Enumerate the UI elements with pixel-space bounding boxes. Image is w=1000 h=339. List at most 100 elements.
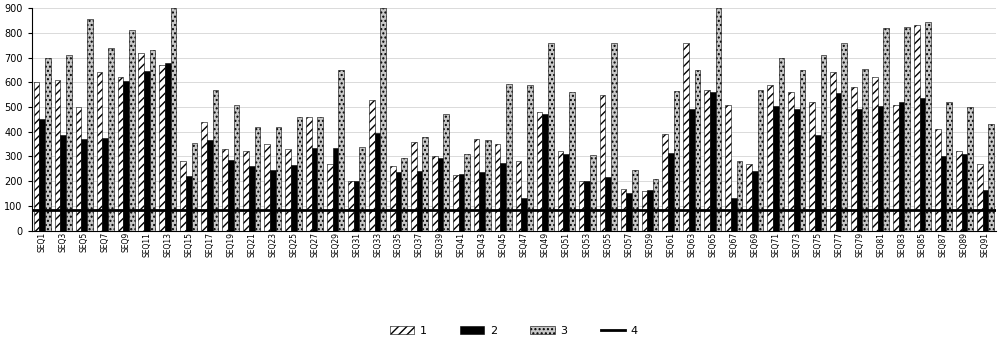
Bar xyxy=(983,190,988,231)
Bar xyxy=(201,122,207,231)
Bar xyxy=(213,90,218,231)
Bar xyxy=(773,106,779,231)
Bar xyxy=(779,58,784,231)
Legend: 1, 2, 3, 4: 1, 2, 3, 4 xyxy=(385,322,642,339)
Bar xyxy=(207,140,213,231)
Bar xyxy=(291,165,297,231)
Bar xyxy=(716,8,721,231)
Bar xyxy=(558,152,563,231)
Bar xyxy=(821,55,826,231)
Bar xyxy=(794,109,800,231)
Bar xyxy=(180,161,186,231)
Bar xyxy=(327,164,333,231)
Bar xyxy=(862,69,868,231)
Bar xyxy=(39,119,45,231)
Bar xyxy=(417,171,422,231)
Bar xyxy=(695,70,700,231)
Bar xyxy=(192,143,197,231)
Bar xyxy=(632,170,638,231)
Bar xyxy=(396,173,401,231)
Bar xyxy=(150,50,155,231)
Bar xyxy=(297,117,302,231)
Bar xyxy=(611,43,617,231)
Bar xyxy=(144,71,150,231)
Bar xyxy=(548,43,554,231)
Bar xyxy=(186,176,192,231)
Bar xyxy=(653,179,658,231)
Bar xyxy=(34,82,39,231)
Bar xyxy=(857,109,862,231)
Bar xyxy=(108,48,114,231)
Bar xyxy=(270,170,276,231)
Bar xyxy=(883,28,889,231)
Bar xyxy=(312,148,317,231)
Bar xyxy=(737,161,742,231)
Bar xyxy=(317,117,323,231)
Bar xyxy=(222,149,228,231)
Bar xyxy=(359,146,365,231)
Bar xyxy=(626,194,632,231)
Bar xyxy=(234,104,239,231)
Bar xyxy=(815,135,821,231)
Bar xyxy=(243,152,249,231)
Bar xyxy=(893,104,899,231)
Bar xyxy=(464,154,470,231)
Bar xyxy=(76,107,81,231)
Bar xyxy=(165,62,171,231)
Bar xyxy=(752,171,758,231)
Bar xyxy=(899,102,904,231)
Bar xyxy=(788,92,794,231)
Bar xyxy=(668,153,674,231)
Bar xyxy=(767,85,773,231)
Bar xyxy=(500,163,506,231)
Bar xyxy=(333,148,338,231)
Bar xyxy=(380,8,386,231)
Bar xyxy=(542,114,548,231)
Bar xyxy=(621,188,626,231)
Bar xyxy=(432,156,438,231)
Bar xyxy=(453,175,459,231)
Bar xyxy=(438,158,443,231)
Bar xyxy=(590,155,596,231)
Bar xyxy=(422,137,428,231)
Bar xyxy=(66,55,72,231)
Bar xyxy=(516,161,521,231)
Bar xyxy=(674,91,679,231)
Bar xyxy=(967,107,973,231)
Bar xyxy=(171,8,176,231)
Bar xyxy=(102,138,108,231)
Bar xyxy=(264,144,270,231)
Bar xyxy=(60,135,66,231)
Bar xyxy=(55,80,60,231)
Bar xyxy=(662,134,668,231)
Bar xyxy=(255,127,260,231)
Bar xyxy=(946,102,952,231)
Bar xyxy=(925,22,931,231)
Bar xyxy=(851,87,857,231)
Bar xyxy=(159,65,165,231)
Bar xyxy=(390,166,396,231)
Bar xyxy=(605,177,611,231)
Bar xyxy=(758,90,763,231)
Bar xyxy=(809,102,815,231)
Bar xyxy=(941,156,946,231)
Bar xyxy=(600,95,605,231)
Bar xyxy=(956,152,962,231)
Bar xyxy=(904,27,910,231)
Bar xyxy=(459,174,464,231)
Bar xyxy=(725,104,731,231)
Bar xyxy=(800,70,805,231)
Bar xyxy=(81,139,87,231)
Bar xyxy=(647,190,653,231)
Bar xyxy=(443,114,449,231)
Bar xyxy=(338,70,344,231)
Bar xyxy=(369,100,375,231)
Bar xyxy=(935,129,941,231)
Bar xyxy=(704,90,710,231)
Bar xyxy=(579,181,584,231)
Bar xyxy=(746,164,752,231)
Bar xyxy=(710,92,716,231)
Bar xyxy=(962,154,967,231)
Bar xyxy=(731,198,737,231)
Bar xyxy=(988,124,994,231)
